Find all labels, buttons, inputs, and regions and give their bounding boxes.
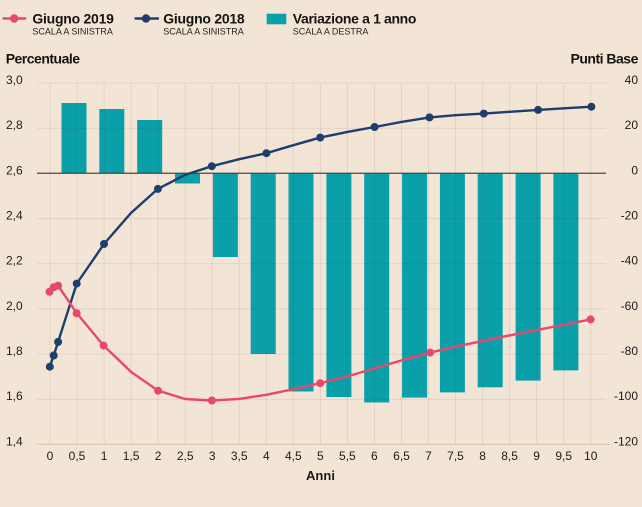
svg-text:3: 3 [209, 449, 216, 463]
svg-text:1,6: 1,6 [6, 389, 23, 403]
svg-text:4: 4 [263, 449, 270, 463]
svg-text:Variazione a 1 anno: Variazione a 1 anno [293, 11, 416, 27]
svg-text:0,5: 0,5 [69, 449, 86, 463]
svg-text:SCALA A SINISTRA: SCALA A SINISTRA [163, 27, 244, 37]
svg-text:1: 1 [101, 449, 108, 463]
svg-text:20: 20 [625, 118, 639, 132]
svg-text:8: 8 [479, 449, 486, 463]
svg-text:SCALA A SINISTRA: SCALA A SINISTRA [32, 27, 113, 37]
svg-text:2: 2 [155, 449, 162, 463]
svg-text:3,0: 3,0 [6, 73, 23, 87]
svg-text:6,5: 6,5 [393, 449, 410, 463]
svg-text:7,5: 7,5 [447, 449, 464, 463]
svg-text:-100: -100 [614, 389, 638, 403]
svg-text:7: 7 [425, 449, 432, 463]
svg-text:Giugno 2019: Giugno 2019 [32, 11, 114, 27]
svg-text:Anni: Anni [306, 468, 335, 483]
svg-text:0: 0 [631, 163, 638, 177]
svg-text:Giugno 2018: Giugno 2018 [163, 11, 245, 27]
svg-text:5: 5 [317, 449, 324, 463]
svg-text:2,4: 2,4 [6, 209, 23, 223]
svg-text:1,4: 1,4 [6, 434, 23, 448]
svg-text:2,6: 2,6 [6, 163, 23, 177]
svg-text:6: 6 [371, 449, 378, 463]
svg-text:40: 40 [625, 73, 639, 87]
svg-text:1,5: 1,5 [123, 449, 140, 463]
svg-text:5,5: 5,5 [339, 449, 356, 463]
svg-text:4,5: 4,5 [285, 449, 302, 463]
svg-text:-120: -120 [614, 434, 638, 448]
svg-text:8,5: 8,5 [501, 449, 518, 463]
svg-text:2,2: 2,2 [6, 254, 23, 268]
svg-text:9: 9 [533, 449, 540, 463]
svg-text:10: 10 [584, 449, 598, 463]
svg-text:3,5: 3,5 [231, 449, 248, 463]
svg-text:-80: -80 [621, 344, 639, 358]
svg-text:2,5: 2,5 [177, 449, 194, 463]
svg-text:1,8: 1,8 [6, 344, 23, 358]
svg-text:-60: -60 [621, 299, 639, 313]
svg-text:2,0: 2,0 [6, 299, 23, 313]
svg-text:9,5: 9,5 [555, 449, 572, 463]
svg-text:Punti Base: Punti Base [571, 50, 639, 66]
svg-text:SCALA A DESTRA: SCALA A DESTRA [293, 27, 369, 37]
svg-text:Percentuale: Percentuale [6, 50, 81, 66]
svg-text:-40: -40 [621, 254, 639, 268]
svg-text:0: 0 [47, 449, 54, 463]
svg-text:2,8: 2,8 [6, 118, 23, 132]
svg-text:-20: -20 [621, 209, 639, 223]
